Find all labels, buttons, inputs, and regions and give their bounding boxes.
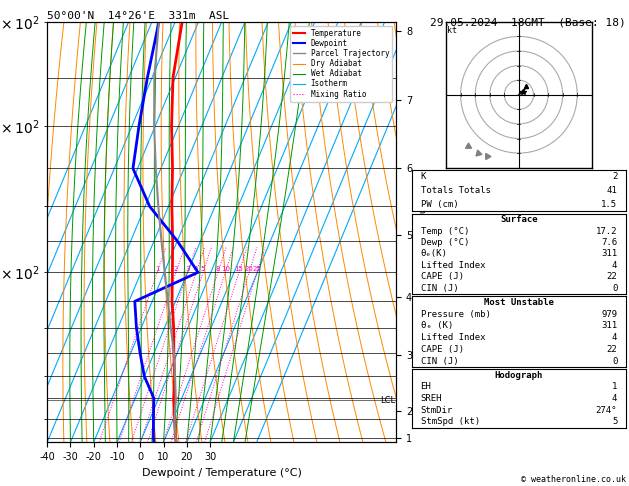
Text: 5: 5 bbox=[201, 266, 205, 272]
Text: CAPE (J): CAPE (J) bbox=[421, 345, 464, 354]
Text: Lifted Index: Lifted Index bbox=[421, 261, 485, 270]
Text: 29.05.2024  18GMT  (Base: 18): 29.05.2024 18GMT (Base: 18) bbox=[430, 17, 626, 27]
Text: 17.2: 17.2 bbox=[596, 226, 617, 236]
Legend: Temperature, Dewpoint, Parcel Trajectory, Dry Adiabat, Wet Adiabat, Isotherm, Mi: Temperature, Dewpoint, Parcel Trajectory… bbox=[290, 26, 392, 102]
Text: 8: 8 bbox=[216, 266, 220, 272]
Text: 50°00'N  14°26'E  331m  ASL: 50°00'N 14°26'E 331m ASL bbox=[47, 11, 230, 21]
Text: 2: 2 bbox=[174, 266, 178, 272]
Text: SREH: SREH bbox=[421, 394, 442, 403]
Text: Pressure (mb): Pressure (mb) bbox=[421, 310, 491, 319]
Text: 311: 311 bbox=[601, 249, 617, 259]
Text: 7.6: 7.6 bbox=[601, 238, 617, 247]
Text: LCL: LCL bbox=[380, 396, 395, 405]
Text: 5: 5 bbox=[612, 417, 617, 426]
Text: Totals Totals: Totals Totals bbox=[421, 186, 491, 195]
X-axis label: Dewpoint / Temperature (°C): Dewpoint / Temperature (°C) bbox=[142, 468, 302, 478]
Text: 20: 20 bbox=[245, 266, 253, 272]
Text: θₑ(K): θₑ(K) bbox=[421, 249, 447, 259]
Text: kt: kt bbox=[447, 26, 457, 35]
Text: CIN (J): CIN (J) bbox=[421, 284, 458, 293]
Text: CIN (J): CIN (J) bbox=[421, 357, 458, 365]
Text: 25: 25 bbox=[253, 266, 262, 272]
Text: Surface: Surface bbox=[500, 215, 538, 224]
Text: 15: 15 bbox=[235, 266, 243, 272]
Text: K: K bbox=[421, 173, 426, 181]
Text: 3: 3 bbox=[186, 266, 190, 272]
Text: 41: 41 bbox=[606, 186, 617, 195]
Text: 1: 1 bbox=[612, 382, 617, 391]
Text: 311: 311 bbox=[601, 321, 617, 330]
Text: 10: 10 bbox=[221, 266, 230, 272]
Text: 22: 22 bbox=[606, 345, 617, 354]
Text: 0: 0 bbox=[612, 357, 617, 365]
Text: PW (cm): PW (cm) bbox=[421, 200, 458, 209]
Text: 4: 4 bbox=[194, 266, 198, 272]
Text: 1.5: 1.5 bbox=[601, 200, 617, 209]
Text: 4: 4 bbox=[612, 333, 617, 342]
Text: Dewp (°C): Dewp (°C) bbox=[421, 238, 469, 247]
Text: 1: 1 bbox=[155, 266, 159, 272]
Text: 979: 979 bbox=[601, 310, 617, 319]
Text: 2: 2 bbox=[612, 173, 617, 181]
Text: EH: EH bbox=[421, 382, 431, 391]
Text: Lifted Index: Lifted Index bbox=[421, 333, 485, 342]
Text: 4: 4 bbox=[612, 394, 617, 403]
Text: θₑ (K): θₑ (K) bbox=[421, 321, 453, 330]
Text: 22: 22 bbox=[606, 272, 617, 281]
Text: StmSpd (kt): StmSpd (kt) bbox=[421, 417, 480, 426]
Text: Most Unstable: Most Unstable bbox=[484, 298, 554, 307]
Text: CAPE (J): CAPE (J) bbox=[421, 272, 464, 281]
Text: 4: 4 bbox=[612, 261, 617, 270]
Y-axis label: Mixing Ratio (g/kg): Mixing Ratio (g/kg) bbox=[417, 189, 426, 275]
Text: Hodograph: Hodograph bbox=[495, 371, 543, 380]
Text: StmDir: StmDir bbox=[421, 406, 453, 415]
Text: 274°: 274° bbox=[596, 406, 617, 415]
Text: Temp (°C): Temp (°C) bbox=[421, 226, 469, 236]
Text: © weatheronline.co.uk: © weatheronline.co.uk bbox=[521, 474, 626, 484]
Text: 0: 0 bbox=[612, 284, 617, 293]
